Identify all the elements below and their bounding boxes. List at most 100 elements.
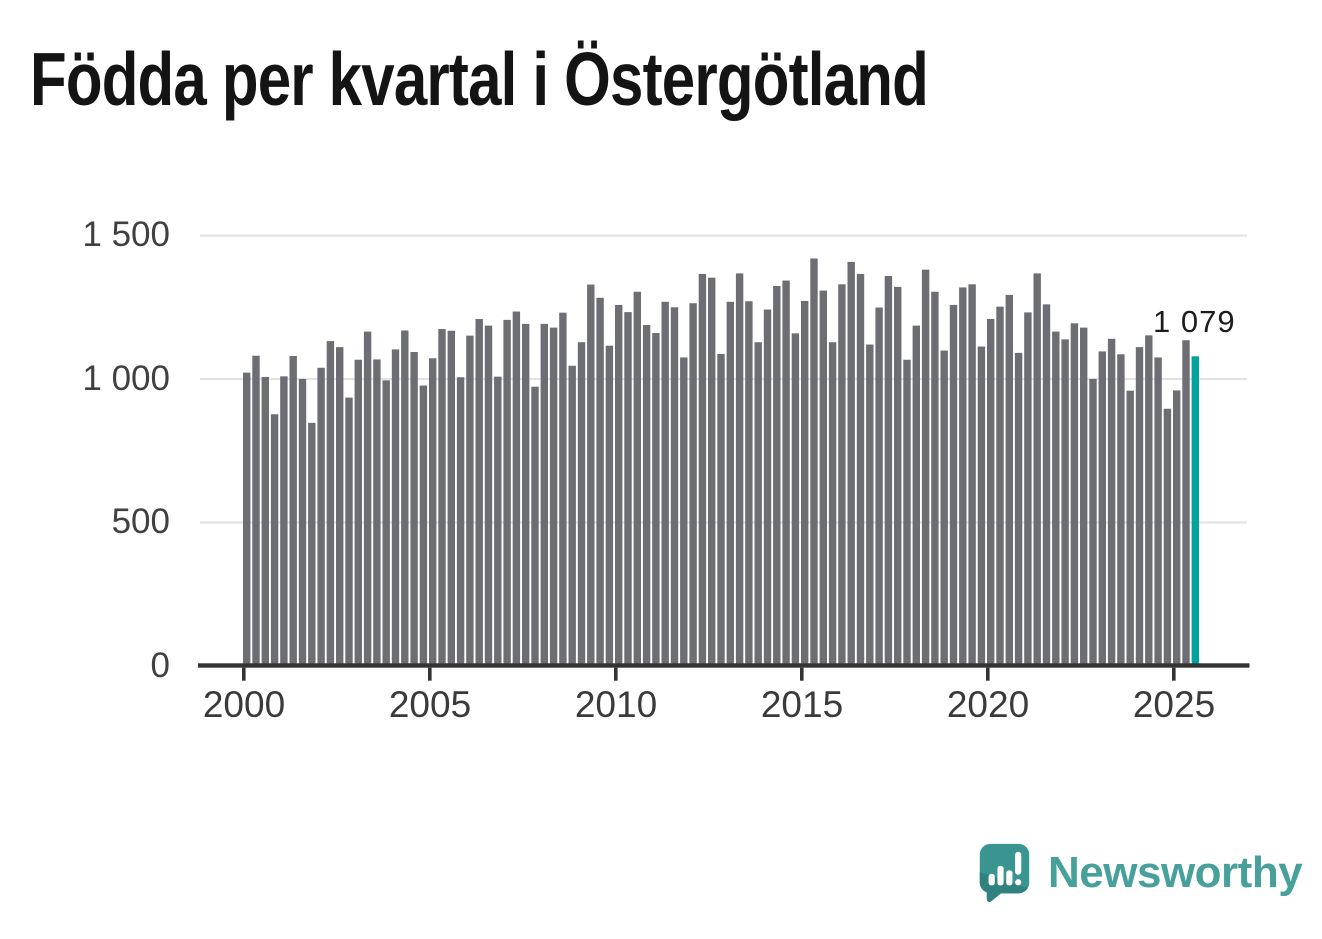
bar-2018-q3	[931, 291, 939, 667]
bar-2015-q3	[819, 290, 827, 667]
bar-2010-q2	[624, 312, 632, 667]
x-tick-label-2020: 2020	[946, 684, 1030, 725]
bar-2024-q3	[1154, 357, 1162, 667]
x-tick-label-2015: 2015	[760, 684, 844, 725]
bar-2019-q3	[968, 284, 976, 667]
bar-2017-q4	[903, 359, 911, 667]
newsworthy-logo-icon	[979, 843, 1030, 902]
x-tick-label-2000: 2000	[202, 684, 286, 725]
bar-2016-q2	[847, 261, 855, 667]
bar-2006-q2	[475, 319, 483, 667]
x-tick-label-2010: 2010	[574, 684, 658, 725]
bar-2013-q1	[726, 301, 734, 667]
bar-2001-q1	[280, 376, 288, 667]
bar-2016-q3	[856, 273, 865, 667]
bar-2011-q4	[680, 357, 688, 667]
bar-2001-q2	[289, 356, 297, 667]
bar-2007-q2	[512, 311, 521, 667]
y-tick-label-1500: 1 500	[82, 215, 170, 254]
bar-2022-q2	[1070, 323, 1079, 667]
x-tick-label-2005: 2005	[388, 684, 472, 725]
bar-2010-q4	[642, 325, 651, 667]
x-tick-2020	[986, 667, 990, 681]
bar-2020-q3	[1005, 294, 1013, 667]
bar-2001-q3	[298, 378, 307, 667]
bar-2016-q4	[866, 344, 874, 667]
newsworthy-logo: Newsworthy	[978, 842, 1303, 904]
bar-2000-q3	[261, 376, 269, 667]
bar-2017-q2	[884, 275, 893, 667]
bar-2009-q3	[596, 297, 604, 667]
bar-2008-q2	[549, 327, 558, 667]
bar-2022-q4	[1089, 378, 1097, 667]
bar-2016-q1	[838, 284, 846, 667]
bar-2014-q1	[763, 309, 772, 667]
bar-2019-q1	[949, 304, 958, 667]
bar-2011-q1	[652, 333, 660, 667]
bar-2014-q3	[782, 280, 790, 667]
y-tick-label-0: 0	[150, 646, 170, 685]
bar-2024-q2	[1145, 335, 1153, 667]
newsworthy-logo-text: Newsworthy	[1048, 848, 1303, 897]
bar-2000-q1	[243, 372, 251, 667]
bar-2002-q2	[326, 341, 335, 667]
x-axis-line	[198, 663, 1250, 668]
bar-2018-q4	[940, 350, 948, 667]
y-tick-label-500: 500	[111, 502, 170, 541]
bar-2008-q4	[568, 365, 576, 667]
bar-2005-q2	[438, 329, 446, 667]
bar-2014-q4	[791, 333, 800, 667]
bar-2015-q2	[810, 258, 818, 667]
bar-2000-q4	[270, 414, 279, 667]
bar-2005-q4	[456, 377, 465, 667]
bar-2017-q3	[894, 286, 902, 667]
bar-2006-q4	[494, 376, 502, 667]
bar-2019-q4	[977, 346, 986, 667]
x-tick-2005	[428, 667, 432, 681]
bar-2013-q2	[735, 273, 744, 667]
x-tick-2025	[1172, 667, 1176, 681]
bar-2002-q4	[345, 397, 353, 667]
bar-2014-q2	[773, 286, 781, 667]
bar-2002-q3	[336, 347, 344, 667]
bar-2025-q3-highlight	[1191, 356, 1199, 667]
bar-2023-q3	[1117, 354, 1125, 667]
bar-2018-q2	[921, 269, 930, 667]
bar-2021-q4	[1052, 331, 1060, 667]
x-tick-2015	[800, 667, 804, 681]
bar-2007-q3	[522, 323, 530, 667]
bar-2012-q1	[689, 303, 697, 667]
bar-2021-q3	[1042, 304, 1051, 667]
bar-2019-q2	[959, 287, 967, 667]
bar-2008-q1	[540, 323, 548, 667]
bar-2009-q2	[587, 284, 595, 667]
bar-2004-q1	[391, 349, 400, 667]
bar-2017-q1	[875, 307, 883, 667]
bar-2020-q2	[996, 306, 1004, 667]
bar-2013-q4	[754, 342, 762, 667]
bar-2020-q4	[1014, 352, 1023, 667]
bar-2015-q4	[828, 342, 837, 667]
bar-2011-q2	[661, 301, 669, 667]
bar-2004-q2	[401, 330, 409, 667]
bar-2001-q4	[308, 422, 316, 667]
bar-2003-q4	[382, 380, 390, 667]
bar-2018-q1	[912, 325, 920, 667]
bar-2023-q2	[1107, 338, 1116, 667]
bar-2010-q1	[615, 304, 623, 667]
bar-2025-q2	[1182, 340, 1190, 667]
bar-2022-q1	[1061, 339, 1069, 667]
bar-2024-q1	[1135, 347, 1144, 667]
bar-2021-q1	[1024, 312, 1032, 667]
chart-title: Födda per kvartal i Östergötland	[30, 37, 929, 121]
bar-2010-q3	[633, 291, 641, 667]
bar-2012-q4	[717, 353, 725, 667]
bar-2025-q1	[1173, 390, 1181, 667]
bar-2003-q2	[363, 331, 372, 667]
bar-2012-q3	[708, 277, 716, 667]
bar-2015-q1	[801, 300, 809, 667]
bar-2009-q4	[605, 345, 614, 667]
bar-2002-q1	[317, 367, 325, 667]
